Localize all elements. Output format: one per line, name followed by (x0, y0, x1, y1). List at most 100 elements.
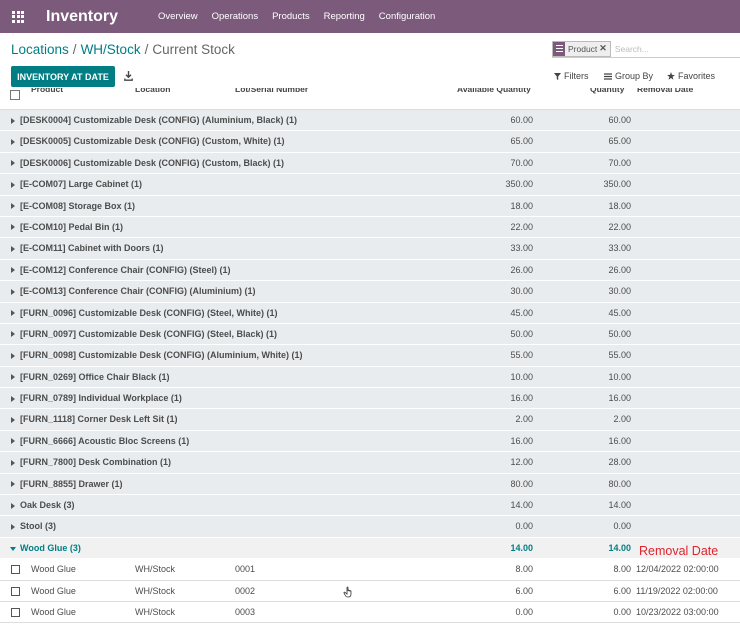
group-row[interactable]: [DESK0004] Customizable Desk (CONFIG) (A… (0, 110, 740, 132)
app-title[interactable]: Inventory (46, 7, 119, 25)
group-row[interactable]: [FURN_0098] Customizable Desk (CONFIG) (… (0, 345, 740, 367)
group-name: [DESK0005] Customizable Desk (CONFIG) (C… (20, 136, 285, 147)
breadcrumb-separator: / (144, 42, 149, 57)
table-row[interactable]: Wood Glue WH/Stock 0001 8.00 8.00 12/04/2022 … (0, 559, 740, 581)
group-row[interactable]: [FURN_0269] Office Chair Black (1) 10.00 1… (0, 366, 740, 389)
cell-product: Wood Glue (31, 585, 76, 596)
cell-lot: 0001 (235, 564, 256, 575)
menu-reporting[interactable]: Reporting (323, 11, 365, 22)
group-row[interactable]: [E-COM10] Pedal Bin (1) 22.00 22.00 (0, 216, 740, 239)
row-checkbox[interactable] (11, 607, 20, 617)
group-row[interactable]: [E-COM08] Storage Box (1) 18.00 18.00 (0, 195, 740, 217)
cell-lot: 0002 (235, 585, 256, 596)
group-row[interactable]: [FURN_0097] Customizable Desk (CONFIG) (… (0, 323, 740, 346)
group-quantity: 70.00 (608, 157, 631, 168)
column-location[interactable]: Location (135, 88, 171, 94)
group-quantity: 22.00 (608, 221, 631, 232)
cell-removal-date: 11/19/2022 02:00:00 (636, 585, 718, 596)
caret-right-icon (11, 502, 15, 509)
group-available-quantity: 60.00 (510, 115, 533, 125)
group-row[interactable]: [E-COM07] Large Cabinet (1) 350.00 350.00 (0, 174, 740, 196)
group-name: [FURN_0789] Individual Workplace (1) (20, 393, 182, 404)
group-name: Stool (3) (20, 521, 56, 532)
breadcrumb-wh-stock[interactable]: WH/Stock (80, 42, 141, 57)
group-row[interactable]: [FURN_7800] Desk Combination (1) 12.00 28.… (0, 452, 740, 474)
stock-table-body: [DESK0004] Customizable Desk (CONFIG) (A… (0, 110, 740, 624)
caret-right-icon (11, 203, 15, 210)
group-row[interactable]: [FURN_8855] Drawer (1) 80.00 80.00 (0, 473, 740, 496)
row-checkbox[interactable] (11, 565, 20, 575)
menu-configuration[interactable]: Configuration (378, 11, 436, 22)
caret-right-icon (11, 117, 15, 124)
group-available-quantity: 65.00 (510, 136, 533, 147)
filters-toggle[interactable]: Filters (554, 71, 589, 81)
search-bar: Product ✕ (552, 40, 740, 58)
group-available-quantity: 18.00 (510, 200, 533, 211)
group-row[interactable]: [FURN_1118] Corner Desk Left Sit (1) 2.00… (0, 409, 740, 431)
star-icon (667, 72, 675, 80)
group-quantity: 26.00 (608, 264, 631, 275)
cell-product: Wood Glue (31, 564, 76, 575)
group-name: [DESK0006] Customizable Desk (CONFIG) (C… (20, 157, 285, 168)
group-available-quantity: 14.00 (510, 542, 533, 553)
remove-facet-icon[interactable]: ✕ (599, 43, 607, 53)
table-row[interactable]: Wood Glue WH/Stock 0002 6.00 6.00 11/19/2022 … (0, 580, 740, 602)
row-checkbox[interactable] (11, 586, 20, 596)
download-icon[interactable] (124, 71, 133, 81)
select-all-checkbox[interactable] (10, 90, 20, 100)
group-name: [FURN_0269] Office Chair Black (1) (20, 371, 170, 382)
main-menu: Overview Operations Products Reporting C… (158, 11, 449, 22)
favorites-toggle[interactable]: Favorites (667, 71, 715, 81)
column-lot[interactable]: Lot/Serial Number (235, 88, 309, 94)
group-row[interactable]: [FURN_0789] Individual Workplace (1) 16.0… (0, 388, 740, 410)
cell-quantity: 8.00 (613, 564, 631, 575)
group-row[interactable]: [E-COM13] Conference Chair (CONFIG) (Alu… (0, 281, 740, 303)
group-name: [E-COM10] Pedal Bin (1) (20, 221, 124, 232)
group-row[interactable]: Stool (3) 0.00 0.00 (0, 516, 740, 538)
group-row[interactable]: Oak Desk (3) 14.00 14.00 (0, 495, 740, 517)
column-quantity[interactable]: Quantity (590, 88, 625, 94)
group-row[interactable]: [E-COM11] Cabinet with Doors (1) 33.00 33.… (0, 238, 740, 260)
group-by-label: Group By (615, 71, 654, 81)
group-name: [DESK0004] Customizable Desk (CONFIG) (A… (20, 115, 298, 125)
column-removal-date[interactable]: Removal Date (637, 88, 694, 94)
caret-right-icon (11, 160, 15, 167)
caret-right-icon (11, 523, 15, 530)
group-quantity: 33.00 (608, 243, 631, 254)
group-row[interactable]: [DESK0005] Customizable Desk (CONFIG) (C… (0, 131, 740, 153)
apps-grid-icon[interactable] (11, 10, 25, 24)
inventory-at-date-button[interactable]: INVENTORY AT DATE (11, 66, 115, 87)
caret-right-icon (11, 416, 15, 423)
column-available-quantity[interactable]: Available Quantity (457, 88, 531, 94)
column-product[interactable]: Product (31, 88, 64, 94)
group-by-toggle[interactable]: Group By (604, 71, 653, 81)
menu-overview[interactable]: Overview (158, 11, 198, 22)
caret-right-icon (11, 459, 15, 466)
menu-operations[interactable]: Operations (211, 11, 259, 22)
group-name: [FURN_0098] Customizable Desk (CONFIG) (… (20, 350, 303, 361)
group-row-expanded[interactable]: Wood Glue (3) 14.00 14.00 (0, 537, 740, 560)
group-quantity: 350.00 (603, 179, 631, 190)
group-available-quantity: 26.00 (510, 264, 533, 275)
filter-icon (554, 72, 561, 80)
search-facet-value: Product (568, 43, 598, 54)
cell-product: Wood Glue (31, 606, 76, 617)
search-input[interactable] (614, 43, 725, 54)
caret-right-icon (11, 374, 15, 381)
group-quantity: 18.00 (608, 200, 631, 211)
cell-location: WH/Stock (135, 564, 176, 575)
group-row[interactable]: [FURN_0096] Customizable Desk (CONFIG) (… (0, 302, 740, 324)
breadcrumb: Locations / WH/Stock / Current Stock (11, 42, 235, 57)
menu-products[interactable]: Products (272, 11, 310, 22)
group-row[interactable]: [E-COM12] Conference Chair (CONFIG) (Ste… (0, 259, 740, 282)
group-name: [FURN_0097] Customizable Desk (CONFIG) (… (20, 328, 278, 339)
top-navbar: Inventory Overview Operations Products R… (0, 0, 740, 33)
table-row[interactable]: Wood Glue WH/Stock 0003 0.00 0.00 10/23/2022 … (0, 601, 740, 624)
cell-available-quantity: 8.00 (515, 564, 533, 575)
group-row[interactable]: [DESK0006] Customizable Desk (CONFIG) (C… (0, 152, 740, 175)
group-row[interactable]: [FURN_6666] Acoustic Bloc Screens (1) 16.… (0, 430, 740, 453)
cell-quantity: 6.00 (613, 585, 631, 596)
cell-location: WH/Stock (135, 606, 176, 617)
removal-date-annotation: Removal Date (639, 544, 719, 558)
breadcrumb-locations[interactable]: Locations (11, 42, 69, 57)
